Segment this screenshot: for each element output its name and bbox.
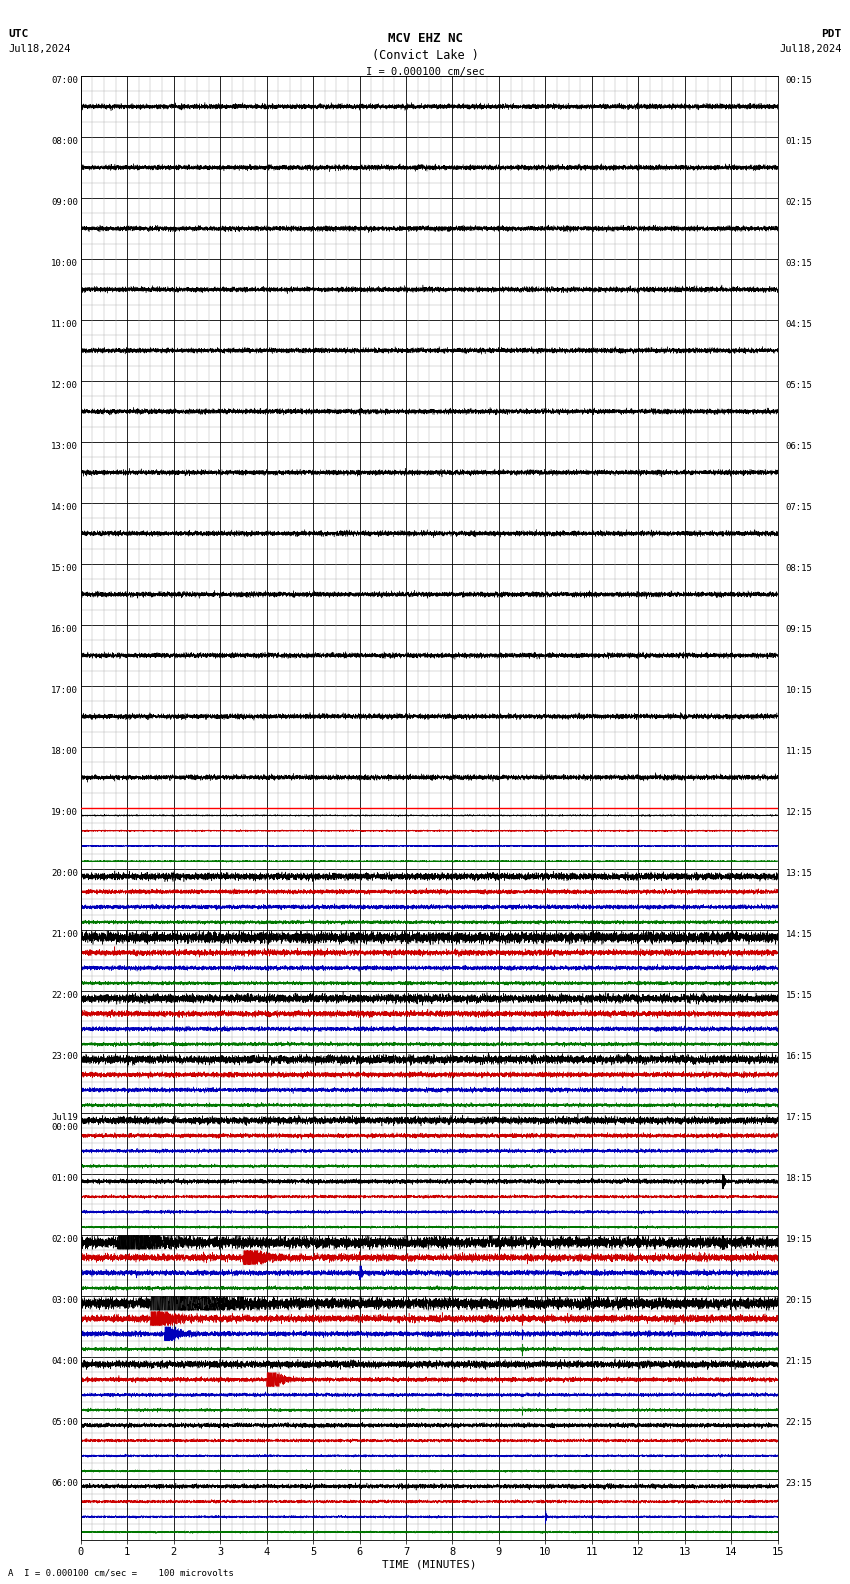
- X-axis label: TIME (MINUTES): TIME (MINUTES): [382, 1559, 477, 1570]
- Text: MCV EHZ NC: MCV EHZ NC: [388, 32, 462, 44]
- Text: PDT: PDT: [821, 29, 842, 38]
- Text: Jul18,2024: Jul18,2024: [8, 44, 71, 54]
- Text: A  I = 0.000100 cm/sec =    100 microvolts: A I = 0.000100 cm/sec = 100 microvolts: [8, 1568, 235, 1578]
- Text: UTC: UTC: [8, 29, 29, 38]
- Text: Jul18,2024: Jul18,2024: [779, 44, 842, 54]
- Text: (Convict Lake ): (Convict Lake ): [371, 49, 479, 62]
- Text: I = 0.000100 cm/sec: I = 0.000100 cm/sec: [366, 67, 484, 76]
